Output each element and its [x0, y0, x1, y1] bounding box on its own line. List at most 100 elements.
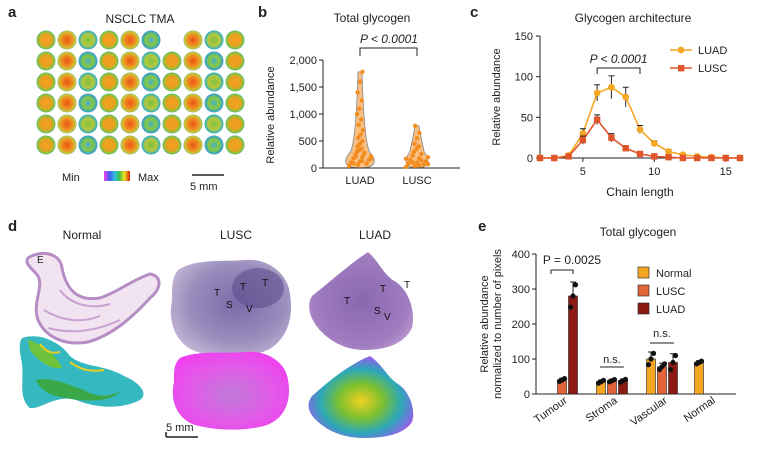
c-point-luad	[579, 130, 587, 138]
b-point	[357, 106, 362, 111]
b-point	[414, 136, 420, 141]
e-point	[561, 376, 568, 382]
b-point	[353, 154, 358, 159]
e-legend-swatch-normal	[637, 266, 650, 279]
c-series-line-luad	[540, 86, 740, 159]
tma-core	[225, 72, 245, 92]
lusc-annotation-t3: T	[262, 278, 268, 289]
e-point	[650, 350, 657, 356]
b-point	[419, 158, 424, 163]
b-point	[360, 128, 366, 133]
scalebar-a-label: 5 mm	[190, 181, 218, 193]
chart-c: 0 50 100 150 5 10 15 Chain length Relative abund…	[491, 11, 744, 199]
b-point	[359, 98, 364, 103]
b-point	[359, 117, 364, 122]
c-point-luad	[593, 89, 601, 97]
c-xlabel: Chain length	[606, 185, 673, 199]
e-point	[661, 361, 668, 367]
tma-core	[141, 30, 161, 50]
tma-core	[162, 93, 182, 113]
tma-core	[183, 51, 203, 71]
tma-core	[57, 93, 77, 113]
b-xtick-label: LUAD	[345, 175, 374, 187]
b-point	[368, 156, 374, 162]
tma-core	[57, 114, 77, 134]
b-point	[417, 163, 422, 168]
tma-core	[36, 51, 56, 71]
lusc-annotation-v: V	[246, 304, 253, 315]
b-point	[360, 155, 365, 160]
panel-label-c: c	[470, 4, 479, 21]
e-ytick-label: 100	[512, 354, 530, 366]
tma-core	[162, 135, 182, 155]
chart-b: 0 500 1,000 1,500 2,000 Relative abundance Tot…	[265, 11, 460, 187]
tma-core	[36, 93, 56, 113]
tma-core	[99, 135, 119, 155]
c-legend-luad-label: LUAD	[698, 45, 727, 57]
e-bar-luad	[568, 295, 578, 395]
c-point-lusc	[622, 145, 629, 152]
c-point-luad	[665, 148, 672, 155]
tma-core	[141, 114, 161, 134]
b-point	[417, 130, 422, 136]
b-point	[355, 162, 360, 167]
tma-core	[57, 51, 77, 71]
luad-annotation-t3: T	[404, 280, 410, 291]
b-point	[364, 161, 369, 166]
luad-annotation-s: S	[374, 306, 381, 317]
b-ytick-label: 1,500	[289, 82, 317, 94]
c-legend-lusc-marker	[678, 65, 685, 72]
b-point	[354, 111, 360, 117]
c-title: Glycogen architecture	[575, 11, 692, 25]
c-xtick-label: 5	[580, 166, 586, 178]
e-xtick-label: Tumour	[532, 394, 570, 426]
b-ytick-label: 2,000	[289, 55, 317, 67]
b-point	[346, 163, 352, 169]
tma-panel: Min Max 5 mm	[36, 30, 245, 193]
e-point	[698, 358, 705, 364]
e-xtick-label: Vascular	[628, 394, 670, 428]
b-xtick-label: LUSC	[402, 175, 431, 187]
tma-core	[225, 93, 245, 113]
b-point	[421, 162, 426, 167]
c-legend-luad-marker	[677, 46, 685, 54]
tma-core	[162, 72, 182, 92]
c-ylabel: Relative abundance	[491, 48, 503, 145]
colorbar	[104, 171, 130, 181]
c-point-lusc	[679, 154, 687, 162]
e-pvalue: P = 0.0025	[543, 253, 601, 267]
b-point	[425, 155, 431, 160]
e-ns-2: n.s.	[653, 328, 671, 340]
c-point-lusc	[608, 134, 615, 141]
b-ytick-label: 1,000	[289, 109, 317, 121]
b-sig-bracket	[359, 47, 418, 56]
e-point	[672, 352, 679, 359]
tma-core	[57, 135, 77, 155]
c-point-lusc	[722, 154, 729, 162]
tma-core	[120, 51, 140, 71]
e-legend-label-normal: Normal	[656, 268, 691, 280]
e-xtick-label: Stroma	[584, 394, 621, 425]
tma-core	[99, 30, 119, 50]
b-point	[410, 153, 415, 158]
tma-core	[120, 30, 140, 50]
b-point	[360, 69, 365, 75]
panel-a-title: NSCLC TMA	[105, 12, 175, 26]
e-xtick-label: Normal	[682, 395, 718, 425]
b-point	[356, 122, 361, 128]
luad-annotation-v: V	[384, 312, 391, 323]
e-point	[567, 304, 574, 310]
tma-core	[36, 30, 56, 50]
c-point-lusc	[551, 154, 558, 162]
tma-core	[78, 93, 98, 113]
e-ns-1: n.s.	[603, 354, 621, 366]
c-point-lusc	[708, 154, 715, 162]
tma-core	[57, 72, 77, 92]
tma-core	[183, 30, 203, 50]
b-point	[356, 135, 361, 140]
e-ytick-label: 400	[512, 249, 530, 261]
tma-core	[99, 93, 119, 113]
c-point-luad	[650, 139, 658, 147]
tma-core	[78, 51, 98, 71]
tma-core	[204, 93, 224, 113]
